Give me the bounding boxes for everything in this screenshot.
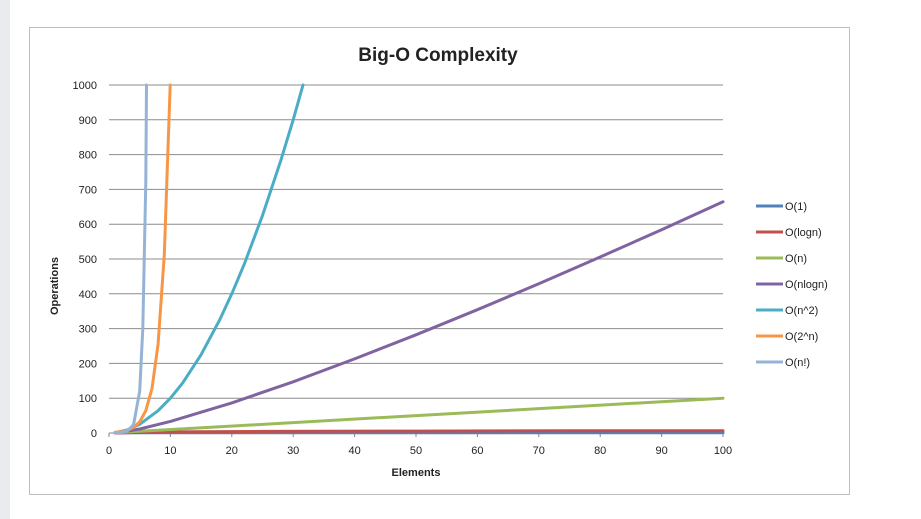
x-tick-label: 40 — [348, 445, 360, 457]
y-tick-label: 700 — [79, 184, 97, 196]
x-tick-label: 70 — [533, 445, 545, 457]
y-tick-label: 0 — [91, 428, 97, 440]
y-tick-labels: 0 100 200 300 400 500 600 700 800 900 1000 — [73, 80, 97, 440]
x-tick-label: 90 — [655, 445, 667, 457]
y-tick-label: 200 — [79, 358, 97, 370]
y-tick-label: 500 — [79, 254, 97, 266]
series-line-O(n) — [113, 396, 725, 435]
y-tick-label: 900 — [79, 115, 97, 127]
x-tick-label: 50 — [410, 445, 422, 457]
big-o-chart: Big-O Complexity 01002003004005006007008… — [49, 45, 828, 479]
legend-entry: O(n!) — [785, 357, 810, 369]
legend-entry: O(n) — [785, 253, 807, 265]
x-tick-label: 60 — [471, 445, 483, 457]
x-tick-label: 30 — [287, 445, 299, 457]
chart-title: Big-O Complexity — [358, 45, 518, 66]
x-tick-label: 100 — [714, 445, 732, 457]
series-line-O(logn) — [113, 429, 725, 435]
y-tick-label: 400 — [79, 289, 97, 301]
x-tick-label: 10 — [164, 445, 176, 457]
y-tick-label: 1000 — [73, 80, 97, 92]
legend-entry: O(n^2) — [785, 305, 818, 317]
series-lines — [113, 83, 725, 435]
y-tick-label: 300 — [79, 324, 97, 336]
legend-entry: O(nlogn) — [785, 279, 828, 291]
y-axis-label: Operations — [49, 257, 61, 315]
x-tick-label: 80 — [594, 445, 606, 457]
gridlines — [108, 84, 724, 437]
legend-entry: O(logn) — [785, 227, 822, 239]
series-line-O(nlogn) — [113, 200, 725, 435]
chart-area: Big-O Complexity 0 100 200 300 400 500 600 700 8… — [29, 27, 850, 495]
x-tick-labels: 0 10 20 30 40 50 60 70 80 90 100 — [106, 445, 732, 457]
y-tick-label: 800 — [79, 150, 97, 162]
legend-entry: O(1) — [785, 201, 807, 213]
y-tick-label: 600 — [79, 219, 97, 231]
series-line-O(n!) — [113, 83, 148, 435]
legend: O(1) O(logn) O(n) O(nlogn) O(n^2) O(2^n) O(n!) — [756, 201, 828, 369]
x-tick-label: 0 — [106, 445, 112, 457]
left-panel-strip — [0, 0, 10, 519]
y-tick-label: 100 — [79, 393, 97, 405]
legend-entry: O(2^n) — [785, 331, 818, 343]
x-axis-label: Elements — [392, 467, 441, 479]
x-tick-label: 20 — [226, 445, 238, 457]
series-line-O(n^2) — [113, 83, 305, 435]
